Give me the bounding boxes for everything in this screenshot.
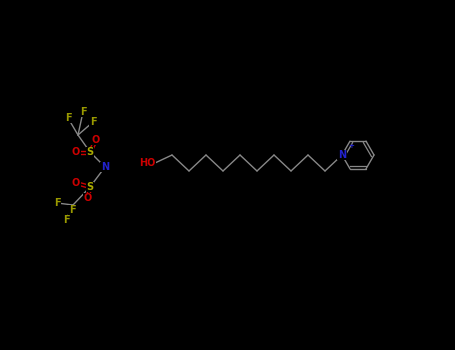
Text: O: O xyxy=(92,135,100,145)
Text: N: N xyxy=(101,162,109,172)
Text: F: F xyxy=(54,198,61,208)
Text: F: F xyxy=(63,215,69,225)
Text: S: S xyxy=(86,147,94,157)
Text: O: O xyxy=(84,193,92,203)
Text: F: F xyxy=(69,205,76,215)
Text: HO: HO xyxy=(139,158,155,168)
Text: +: + xyxy=(348,143,354,149)
Text: S: S xyxy=(86,182,94,192)
Text: F: F xyxy=(90,117,96,127)
Text: N: N xyxy=(338,150,346,160)
Text: O: O xyxy=(72,178,80,188)
Text: F: F xyxy=(65,113,71,123)
Text: F: F xyxy=(80,107,86,117)
Text: O: O xyxy=(72,147,80,157)
